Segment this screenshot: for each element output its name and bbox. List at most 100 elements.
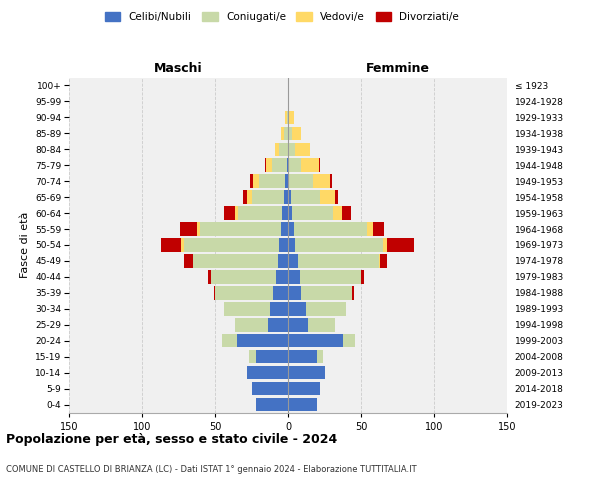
Bar (288, 286, 301, 300)
Bar (265, 158, 266, 172)
Bar (224, 302, 271, 316)
Legend: Celibi/Nubili, Coniugati/e, Vedovi/e, Divorziati/e: Celibi/Nubili, Coniugati/e, Vedovi/e, Di… (101, 8, 463, 26)
Bar (247, 366, 288, 380)
Bar (379, 254, 380, 268)
Bar (251, 190, 284, 204)
Bar (247, 190, 251, 204)
Bar (266, 158, 272, 172)
Bar (282, 206, 288, 220)
Bar (235, 206, 238, 220)
Bar (275, 142, 279, 156)
Bar (317, 350, 323, 364)
Bar (208, 270, 211, 283)
Bar (288, 382, 320, 396)
Bar (288, 174, 289, 188)
Bar (180, 222, 197, 236)
Bar (288, 350, 317, 364)
Bar (295, 238, 383, 252)
Bar (288, 190, 291, 204)
Bar (288, 398, 317, 411)
Bar (287, 110, 288, 124)
Bar (335, 190, 338, 204)
Text: Femmine: Femmine (365, 62, 430, 75)
Bar (295, 142, 310, 156)
Bar (237, 334, 288, 347)
Bar (305, 302, 346, 316)
Bar (285, 110, 287, 124)
Bar (256, 350, 288, 364)
Bar (287, 158, 288, 172)
Bar (278, 254, 288, 268)
Bar (373, 222, 385, 236)
Bar (288, 142, 295, 156)
Bar (333, 206, 342, 220)
Bar (193, 254, 278, 268)
Bar (320, 190, 335, 204)
Bar (259, 174, 285, 188)
Bar (251, 382, 288, 396)
Bar (200, 222, 281, 236)
Bar (281, 222, 288, 236)
Bar (272, 158, 287, 172)
Text: Maschi: Maschi (154, 62, 203, 75)
Bar (222, 334, 237, 347)
Bar (215, 286, 274, 300)
Bar (288, 222, 294, 236)
Bar (250, 174, 253, 188)
Bar (271, 302, 288, 316)
Bar (285, 174, 288, 188)
Bar (292, 126, 301, 140)
Bar (279, 142, 288, 156)
Bar (301, 158, 319, 172)
Bar (243, 190, 247, 204)
Bar (284, 126, 288, 140)
Bar (288, 270, 299, 283)
Bar (288, 334, 343, 347)
Bar (288, 302, 305, 316)
Bar (301, 286, 352, 300)
Bar (288, 238, 295, 252)
Bar (383, 238, 387, 252)
Bar (298, 254, 379, 268)
Bar (361, 270, 364, 283)
Bar (288, 126, 292, 140)
Bar (268, 318, 288, 332)
Bar (248, 350, 256, 364)
Bar (313, 174, 331, 188)
Bar (308, 318, 335, 332)
Bar (331, 174, 332, 188)
Bar (184, 254, 193, 268)
Y-axis label: Fasce di età: Fasce di età (20, 212, 29, 278)
Bar (288, 318, 308, 332)
Bar (289, 174, 313, 188)
Bar (299, 270, 361, 283)
Bar (279, 238, 288, 252)
Bar (281, 126, 284, 140)
Bar (288, 158, 301, 172)
Bar (291, 190, 320, 204)
Bar (380, 254, 387, 268)
Bar (256, 398, 288, 411)
Bar (197, 222, 200, 236)
Bar (294, 222, 367, 236)
Bar (284, 190, 288, 204)
Bar (277, 270, 288, 283)
Bar (211, 270, 277, 283)
Bar (181, 238, 184, 252)
Bar (387, 238, 413, 252)
Bar (238, 206, 282, 220)
Bar (289, 110, 294, 124)
Bar (342, 206, 351, 220)
Bar (235, 318, 268, 332)
Bar (319, 158, 320, 172)
Bar (274, 286, 288, 300)
Bar (214, 286, 215, 300)
Bar (352, 286, 354, 300)
Bar (161, 238, 181, 252)
Bar (288, 206, 292, 220)
Bar (288, 254, 298, 268)
Bar (288, 366, 325, 380)
Bar (184, 238, 279, 252)
Bar (292, 206, 333, 220)
Bar (288, 94, 289, 108)
